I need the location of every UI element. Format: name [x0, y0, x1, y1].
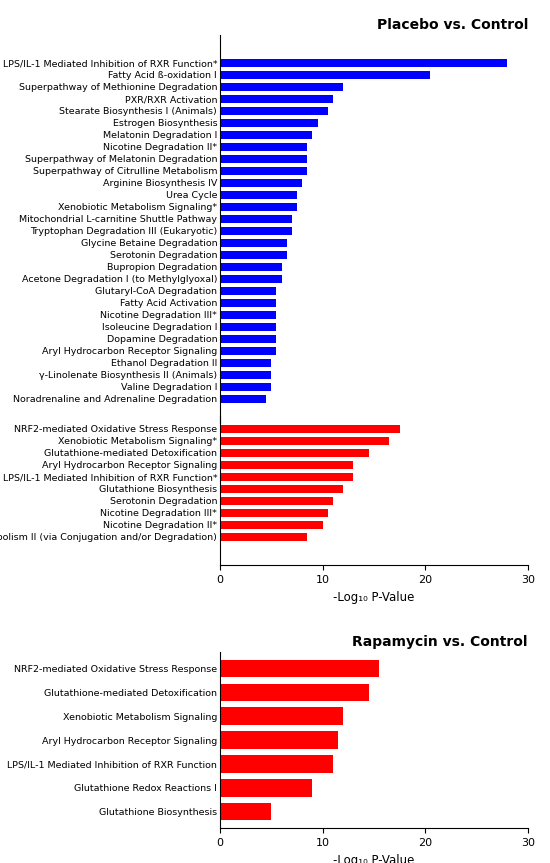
Bar — [220, 532, 307, 541]
Bar — [220, 461, 354, 469]
Bar — [220, 347, 277, 356]
Bar — [220, 130, 312, 139]
Bar — [220, 473, 354, 482]
Bar — [220, 732, 338, 748]
Bar — [220, 382, 271, 391]
Bar — [220, 496, 333, 505]
Bar — [220, 299, 277, 307]
Bar — [220, 95, 333, 104]
Bar — [220, 238, 287, 247]
Bar — [220, 154, 307, 163]
Bar — [220, 335, 277, 343]
Bar — [220, 358, 271, 367]
Bar — [220, 71, 431, 79]
Bar — [220, 484, 343, 493]
X-axis label: -Log₁₀ P-Value: -Log₁₀ P-Value — [333, 854, 415, 863]
Bar — [220, 659, 379, 677]
Bar — [220, 203, 297, 211]
Bar — [220, 142, 307, 151]
Bar — [220, 708, 343, 725]
Text: Placebo vs. Control: Placebo vs. Control — [377, 18, 528, 32]
Bar — [220, 370, 271, 379]
Bar — [220, 118, 317, 127]
Bar — [220, 449, 369, 457]
Bar — [220, 425, 400, 433]
Bar — [220, 83, 343, 91]
Bar — [220, 311, 277, 319]
Bar — [220, 274, 282, 283]
Bar — [220, 107, 328, 116]
Bar — [220, 437, 389, 445]
Bar — [220, 508, 328, 517]
Bar — [220, 394, 266, 403]
Bar — [220, 250, 287, 259]
Text: Rapamycin vs. Control: Rapamycin vs. Control — [353, 635, 528, 649]
Bar — [220, 323, 277, 331]
Bar — [220, 520, 323, 529]
Bar — [220, 779, 312, 797]
Bar — [220, 59, 508, 67]
Bar — [220, 179, 302, 187]
Bar — [220, 215, 292, 224]
Bar — [220, 803, 271, 821]
X-axis label: -Log₁₀ P-Value: -Log₁₀ P-Value — [333, 590, 415, 603]
Bar — [220, 262, 282, 271]
Bar — [220, 167, 307, 175]
Bar — [220, 227, 292, 236]
Bar — [220, 287, 277, 295]
Bar — [220, 191, 297, 199]
Bar — [220, 755, 333, 772]
Bar — [220, 683, 369, 701]
